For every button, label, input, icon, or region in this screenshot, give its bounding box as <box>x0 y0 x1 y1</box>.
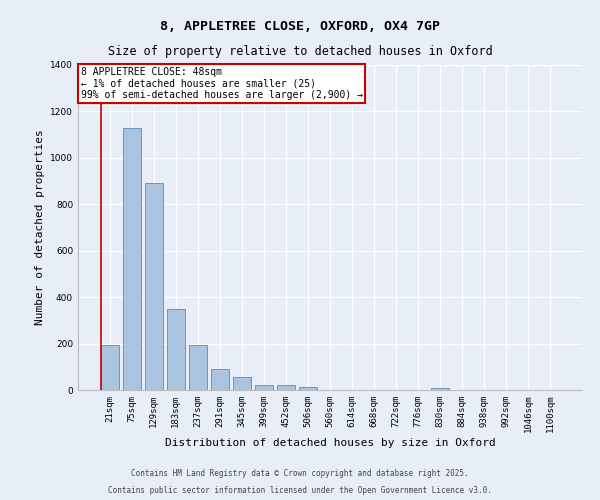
Text: Size of property relative to detached houses in Oxford: Size of property relative to detached ho… <box>107 45 493 58</box>
Bar <box>123 128 140 390</box>
Bar <box>145 184 163 390</box>
Y-axis label: Number of detached properties: Number of detached properties <box>35 130 44 326</box>
Text: 8 APPLETREE CLOSE: 48sqm
← 1% of detached houses are smaller (25)
99% of semi-de: 8 APPLETREE CLOSE: 48sqm ← 1% of detache… <box>80 66 362 100</box>
Bar <box>277 386 295 390</box>
Bar <box>233 377 251 390</box>
Bar <box>255 386 273 390</box>
Bar <box>189 345 206 390</box>
Bar <box>167 308 185 390</box>
Text: Contains public sector information licensed under the Open Government Licence v3: Contains public sector information licen… <box>108 486 492 495</box>
Bar <box>299 387 317 390</box>
Bar <box>101 344 119 390</box>
Text: 8, APPLETREE CLOSE, OXFORD, OX4 7GP: 8, APPLETREE CLOSE, OXFORD, OX4 7GP <box>160 20 440 33</box>
X-axis label: Distribution of detached houses by size in Oxford: Distribution of detached houses by size … <box>164 438 496 448</box>
Bar <box>431 388 449 390</box>
Bar <box>211 369 229 390</box>
Text: Contains HM Land Registry data © Crown copyright and database right 2025.: Contains HM Land Registry data © Crown c… <box>131 468 469 477</box>
